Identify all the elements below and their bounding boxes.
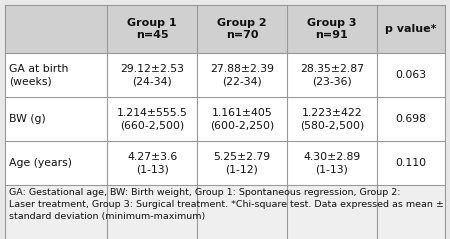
Text: Age (years): Age (years) bbox=[9, 158, 72, 168]
Text: 0.110: 0.110 bbox=[396, 158, 427, 168]
Bar bbox=[5, 185, 445, 239]
Bar bbox=[5, 5, 445, 53]
Text: 27.88±2.39
(22-34): 27.88±2.39 (22-34) bbox=[210, 64, 274, 86]
Text: 1.161±405
(600-2,250): 1.161±405 (600-2,250) bbox=[210, 108, 274, 130]
Text: GA at birth
(weeks): GA at birth (weeks) bbox=[9, 64, 68, 86]
Text: 4.30±2.89
(1-13): 4.30±2.89 (1-13) bbox=[303, 152, 360, 174]
Text: Group 2
n=70: Group 2 n=70 bbox=[217, 18, 267, 40]
Text: 1.223±422
(580-2,500): 1.223±422 (580-2,500) bbox=[300, 108, 364, 130]
Text: BW (g): BW (g) bbox=[9, 114, 46, 124]
Text: 5.25±2.79
(1-12): 5.25±2.79 (1-12) bbox=[213, 152, 270, 174]
Text: Group 3
n=91: Group 3 n=91 bbox=[307, 18, 357, 40]
Bar bbox=[5, 97, 445, 141]
Text: Group 1
n=45: Group 1 n=45 bbox=[127, 18, 177, 40]
Text: 4.27±3.6
(1-13): 4.27±3.6 (1-13) bbox=[127, 152, 177, 174]
Bar bbox=[5, 53, 445, 97]
Text: 0.063: 0.063 bbox=[396, 70, 427, 80]
Text: 0.698: 0.698 bbox=[396, 114, 427, 124]
Text: GA: Gestational age, BW: Birth weight, Group 1: Spontaneous regression, Group 2:: GA: Gestational age, BW: Birth weight, G… bbox=[9, 188, 444, 221]
Text: 1.214±555.5
(660-2,500): 1.214±555.5 (660-2,500) bbox=[117, 108, 188, 130]
Text: 29.12±2.53
(24-34): 29.12±2.53 (24-34) bbox=[120, 64, 184, 86]
Text: 28.35±2.87
(23-36): 28.35±2.87 (23-36) bbox=[300, 64, 364, 86]
Bar bbox=[5, 141, 445, 185]
Text: p value*: p value* bbox=[385, 24, 436, 34]
